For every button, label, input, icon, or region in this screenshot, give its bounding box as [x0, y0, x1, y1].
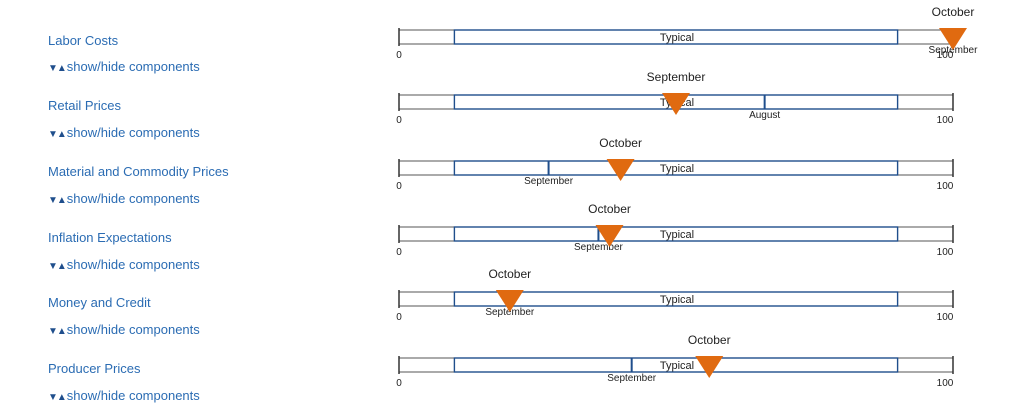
tick-label-max: 100	[937, 50, 954, 61]
typical-label: Typical	[660, 229, 694, 241]
show-hide-components-link[interactable]: ▼▲show/hide components	[48, 191, 200, 206]
current-period-marker	[595, 225, 624, 247]
expand-collapse-icon: ▼▲	[48, 326, 67, 337]
tick-label-max: 100	[937, 247, 954, 258]
typical-range-box	[453, 160, 899, 176]
typical-range-box	[453, 226, 899, 242]
expand-collapse-icon: ▼▲	[48, 392, 67, 403]
current-period-label: October	[688, 333, 731, 347]
current-period-label: October	[932, 5, 975, 19]
current-period-marker	[495, 290, 524, 312]
current-period-label: September	[647, 70, 706, 84]
expand-collapse-icon: ▼▲	[48, 129, 67, 140]
typical-label: Typical	[660, 360, 694, 372]
typical-range-box	[453, 29, 899, 45]
toggle-label: show/hide components	[66, 322, 200, 337]
current-period-marker	[939, 28, 967, 50]
tick-label-min: 0	[396, 247, 402, 258]
expand-collapse-icon: ▼▲	[48, 195, 67, 206]
show-hide-components-link[interactable]: ▼▲show/hide components	[48, 125, 200, 140]
indicator-label-producer-prices[interactable]: Producer Prices	[48, 361, 141, 376]
previous-period-label: September	[574, 242, 624, 253]
expand-collapse-icon: ▼▲	[48, 261, 67, 272]
typical-label: Typical	[660, 163, 694, 175]
expand-collapse-icon: ▼▲	[48, 63, 67, 74]
tick-label-max: 100	[937, 115, 954, 126]
typical-label: Typical	[660, 294, 694, 306]
toggle-label: show/hide components	[66, 191, 200, 206]
previous-period-label: August	[749, 110, 780, 121]
typical-range-box	[453, 291, 899, 307]
tick-label-min: 0	[396, 50, 402, 61]
toggle-label: show/hide components	[66, 257, 200, 272]
toggle-label: show/hide components	[66, 388, 200, 403]
previous-period-label: September	[485, 307, 535, 318]
typical-range-box	[453, 357, 899, 373]
tick-label-max: 100	[937, 312, 954, 323]
current-period-marker	[695, 356, 724, 378]
toggle-label: show/hide components	[66, 59, 200, 74]
tick-label-max: 100	[937, 378, 954, 389]
current-period-label: October	[599, 136, 642, 150]
tick-label-min: 0	[396, 115, 402, 126]
tick-label-min: 0	[396, 312, 402, 323]
indicator-label-retail-prices[interactable]: Retail Prices	[48, 98, 121, 113]
typical-label: Typical	[660, 32, 694, 44]
tick-label-max: 100	[937, 181, 954, 192]
current-period-label: October	[488, 267, 531, 281]
current-period-marker	[662, 93, 690, 115]
tick-label-min: 0	[396, 378, 402, 389]
previous-period-label: September	[607, 373, 657, 384]
show-hide-components-link[interactable]: ▼▲show/hide components	[48, 59, 200, 74]
show-hide-components-link[interactable]: ▼▲show/hide components	[48, 388, 200, 403]
show-hide-components-link[interactable]: ▼▲show/hide components	[48, 322, 200, 337]
tick-label-min: 0	[396, 181, 402, 192]
current-period-label: October	[588, 202, 631, 216]
current-period-marker	[606, 159, 635, 181]
toggle-label: show/hide components	[66, 125, 200, 140]
indicator-label-labor-costs[interactable]: Labor Costs	[48, 33, 119, 48]
indicator-label-money-credit[interactable]: Money and Credit	[48, 295, 151, 310]
previous-period-label: September	[524, 176, 574, 187]
show-hide-components-link[interactable]: ▼▲show/hide components	[48, 257, 200, 272]
indicator-label-material-commodity-prices[interactable]: Material and Commodity Prices	[48, 164, 229, 179]
indicator-label-inflation-expectations[interactable]: Inflation Expectations	[48, 230, 172, 245]
previous-period-label: September	[929, 45, 979, 56]
